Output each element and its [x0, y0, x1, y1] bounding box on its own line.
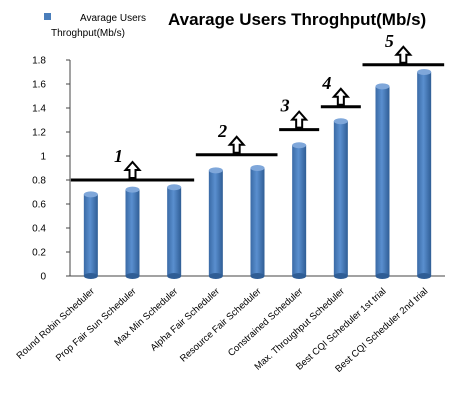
bar-body	[83, 194, 98, 276]
annotation-label: 1	[114, 146, 123, 166]
bar-body	[333, 121, 348, 276]
bar-base	[250, 273, 265, 279]
y-tick-label: 1.2	[32, 128, 46, 139]
y-tick-label: 1.6	[32, 80, 46, 91]
y-tick-label: 0.6	[32, 200, 46, 211]
bar-top	[125, 186, 140, 193]
bar-top	[375, 83, 390, 90]
annotation: 3	[279, 96, 320, 132]
y-tick-label: 0.8	[32, 176, 46, 187]
y-tick-label: 0.2	[32, 248, 46, 259]
bar-top	[250, 165, 265, 171]
annotation-label: 4	[321, 73, 331, 93]
up-arrow-icon	[331, 87, 351, 106]
annotation: 4	[320, 73, 361, 109]
bar	[208, 167, 223, 279]
bar-base	[125, 273, 140, 279]
legend-text-line1: Avarage Users	[80, 13, 146, 24]
up-arrow-icon	[227, 135, 246, 154]
category-label: Round Robin Scheduler	[15, 286, 97, 362]
bar-base	[208, 273, 223, 279]
annotations: 1 2 3 4 5	[70, 31, 445, 182]
up-arrow-icon	[289, 110, 309, 129]
annotation: 5	[362, 31, 445, 67]
category-label: Constrained Scheduler	[226, 286, 305, 359]
bar	[292, 142, 307, 279]
annotation-label: 3	[280, 96, 290, 116]
bar-base	[333, 273, 348, 279]
bar	[167, 184, 182, 279]
bar	[250, 165, 265, 279]
legend: Avarage Users Throghput(Mb/s)	[44, 13, 146, 39]
bar-base	[167, 273, 182, 279]
legend-swatch	[44, 13, 51, 20]
bar-body	[208, 170, 223, 276]
y-tick-label: 1.8	[32, 56, 46, 67]
bar-body	[417, 72, 432, 276]
bar-body	[292, 145, 307, 276]
bar-base	[375, 273, 390, 279]
y-tick-label: 0	[40, 272, 46, 283]
bar-body	[250, 168, 265, 276]
category-label: Alpha Fair Scheduler	[149, 286, 222, 354]
bar	[83, 191, 98, 279]
annotation-label: 2	[217, 121, 227, 141]
bar-top	[208, 167, 223, 174]
bar-base	[83, 273, 98, 279]
chart-title: Avarage Users Throghput(Mb/s)	[168, 10, 426, 29]
bar-top	[292, 142, 307, 149]
y-tick-label: 0.4	[32, 224, 46, 235]
up-arrow-icon	[394, 45, 413, 64]
bar-top	[333, 118, 348, 125]
bar-top	[417, 69, 432, 75]
annotation-label: 5	[385, 31, 394, 51]
annotation: 1	[70, 146, 195, 182]
y-tick-label: 1.4	[32, 104, 46, 115]
bar-body	[375, 86, 390, 277]
bar-top	[167, 184, 182, 191]
category-label: Resource Fair Scheduler	[178, 286, 263, 364]
bar	[417, 69, 432, 279]
annotation: 2	[195, 121, 278, 157]
bar-top	[83, 191, 98, 198]
bar	[375, 83, 390, 279]
category-label: Prop Fair Sun Scheduler	[54, 286, 139, 364]
legend-text-line2: Throghput(Mb/s)	[51, 28, 125, 39]
up-arrow-icon	[123, 160, 142, 179]
y-ticks: 0 0.2 0.4 0.6 0.8 1 1.2 1.4 1.6 1.8	[32, 56, 70, 283]
bar-base	[417, 273, 432, 279]
bar-body	[167, 187, 182, 276]
y-tick-label: 1	[40, 152, 46, 163]
bar	[333, 118, 348, 279]
bars	[83, 69, 432, 279]
bar	[125, 186, 140, 279]
bar-body	[125, 189, 140, 276]
bar-base	[292, 273, 307, 279]
